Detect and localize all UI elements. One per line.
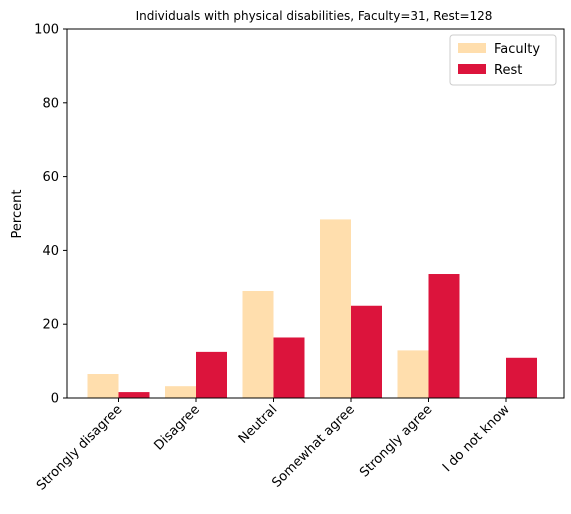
x-axis-ticks: Strongly disagree Disagree NeutralSomewhat… (34, 398, 513, 494)
bar-rest-2 (273, 337, 305, 398)
legend-label-rest: Rest (494, 63, 522, 78)
x-tick-label: Disagree (151, 402, 202, 453)
bar-faculty-1 (165, 386, 196, 398)
bar-rest-5 (506, 357, 537, 398)
x-tick-label: Neutral (236, 402, 281, 447)
y-tick-label: 60 (42, 170, 59, 185)
bar-rest-1 (196, 351, 227, 398)
bar-rest-0 (118, 392, 150, 398)
plot-frame (66, 28, 565, 399)
bar-rest-3 (351, 305, 382, 398)
chart-title: Individuals with physical disabilities, … (136, 9, 493, 23)
y-tick-label: 20 (42, 318, 59, 333)
legend-swatch-rest (458, 64, 486, 74)
y-tick-label: 100 (34, 23, 59, 38)
bar-rest-4 (428, 274, 460, 398)
x-tick-label: Strongly agree (357, 402, 435, 480)
legend-swatch-faculty (458, 43, 486, 53)
y-axis-ticks: 0 20 40 60 80 100 (34, 23, 67, 407)
x-tick-label: Strongly disagree (34, 402, 125, 493)
x-tick-label: Somewhat agree (269, 402, 358, 491)
y-tick-label: 80 (42, 96, 59, 111)
bar-faculty-3 (320, 219, 351, 398)
y-tick-label: 40 (42, 244, 59, 259)
y-tick-label: 0 (51, 392, 59, 407)
bar-faculty-2 (242, 290, 274, 398)
bars-group (87, 219, 537, 398)
legend-label-faculty: Faculty (494, 42, 540, 57)
bar-faculty-4 (397, 350, 429, 398)
bar-faculty-0 (87, 374, 119, 398)
legend: Faculty Rest (449, 34, 557, 86)
y-axis-label: Percent (10, 190, 25, 239)
x-tick-label: I do not know (440, 402, 513, 475)
